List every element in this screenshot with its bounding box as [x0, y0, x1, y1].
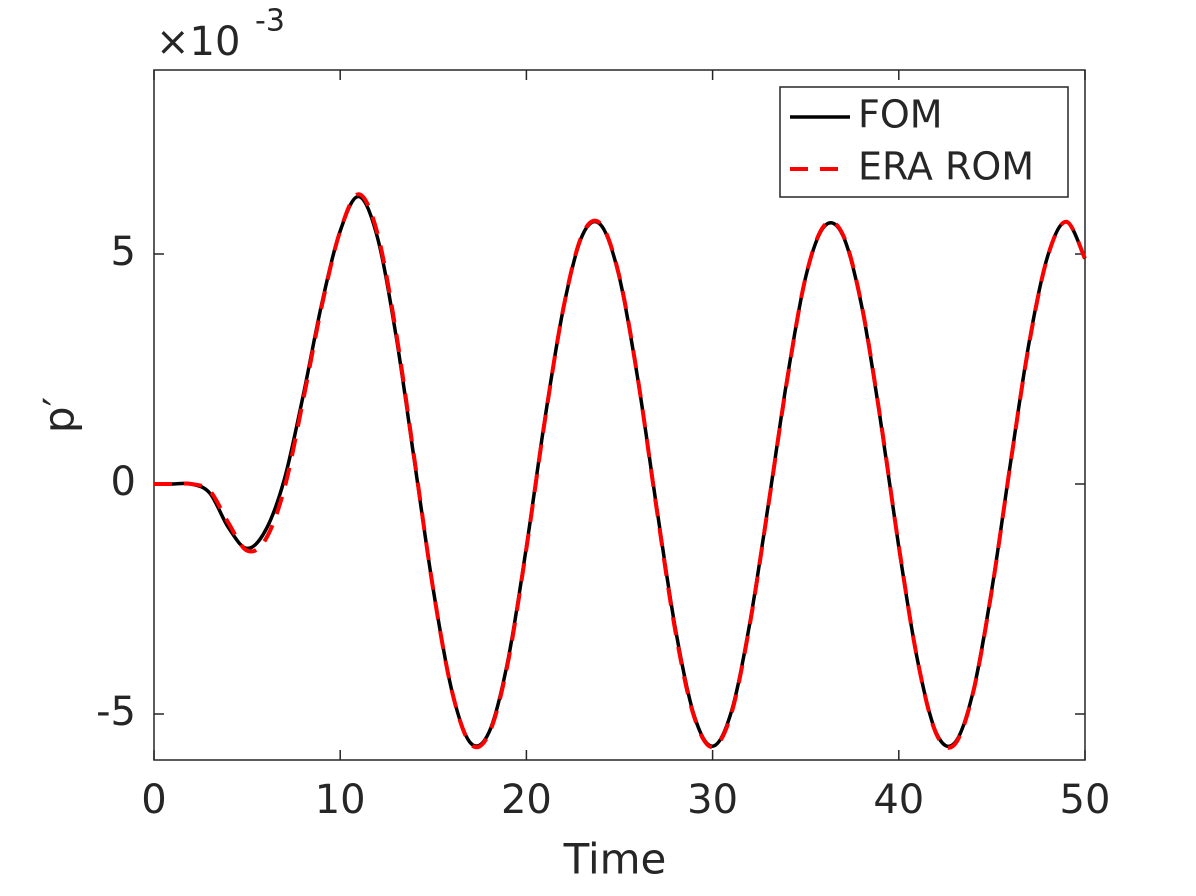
x-tick-label: 50: [1060, 777, 1111, 823]
legend-box: [779, 86, 1069, 198]
x-tick-label: 0: [141, 777, 166, 823]
y-tick-label: -5: [96, 689, 136, 735]
legend-label: FOM: [858, 93, 943, 137]
y-tick-label: 0: [111, 459, 136, 505]
legend-label: ERA ROM: [858, 145, 1034, 189]
x-tick-label: 30: [687, 777, 738, 823]
x-tick-label: 10: [315, 777, 366, 823]
x-axis-label: Time: [563, 835, 667, 884]
y-axis-label: p′: [35, 397, 84, 433]
y-multiplier: ×10: [156, 19, 240, 65]
plot-box: [153, 69, 1086, 761]
x-tick-label: 20: [501, 777, 552, 823]
series-line: [153, 192, 1087, 750]
y-tick-label: 5: [111, 229, 136, 275]
x-tick-label: 40: [873, 777, 924, 823]
y-exponent: -3: [255, 4, 285, 39]
